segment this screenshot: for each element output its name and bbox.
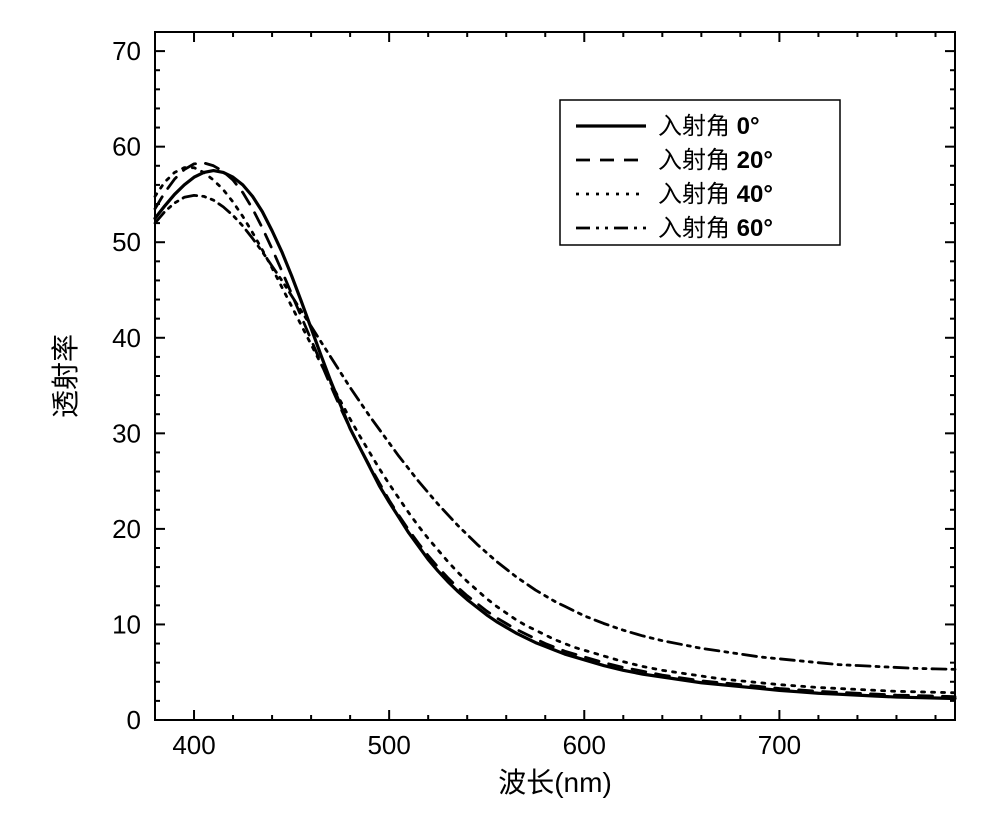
y-tick-label: 50 <box>112 227 141 257</box>
x-axis-label: 波长(nm) <box>498 767 612 798</box>
line-chart: 400 500 600 700 0 10 20 30 40 50 60 70 波长(nm) 透射率 入射角 … <box>0 0 1000 815</box>
y-axis-label: 透射率 <box>50 334 81 418</box>
y-tick-label: 40 <box>112 323 141 353</box>
legend-label-2: 入射角 40° <box>658 181 773 208</box>
legend-label-1: 入射角 20° <box>658 147 773 174</box>
y-tick-label: 10 <box>112 609 141 639</box>
y-tick-label: 20 <box>112 514 141 544</box>
y-tick-label: 70 <box>112 36 141 66</box>
y-tick-label: 0 <box>127 705 141 735</box>
legend-label-0: 入射角 0° <box>658 113 760 140</box>
x-tick-label: 600 <box>563 730 606 760</box>
x-tick-label: 500 <box>367 730 410 760</box>
x-tick-label: 400 <box>172 730 215 760</box>
x-tick-label: 700 <box>758 730 801 760</box>
chart-container: 400 500 600 700 0 10 20 30 40 50 60 70 波长(nm) 透射率 入射角 … <box>0 0 1000 815</box>
y-tick-label: 30 <box>112 418 141 448</box>
y-tick-label: 60 <box>112 132 141 162</box>
legend-label-3: 入射角 60° <box>658 215 773 242</box>
